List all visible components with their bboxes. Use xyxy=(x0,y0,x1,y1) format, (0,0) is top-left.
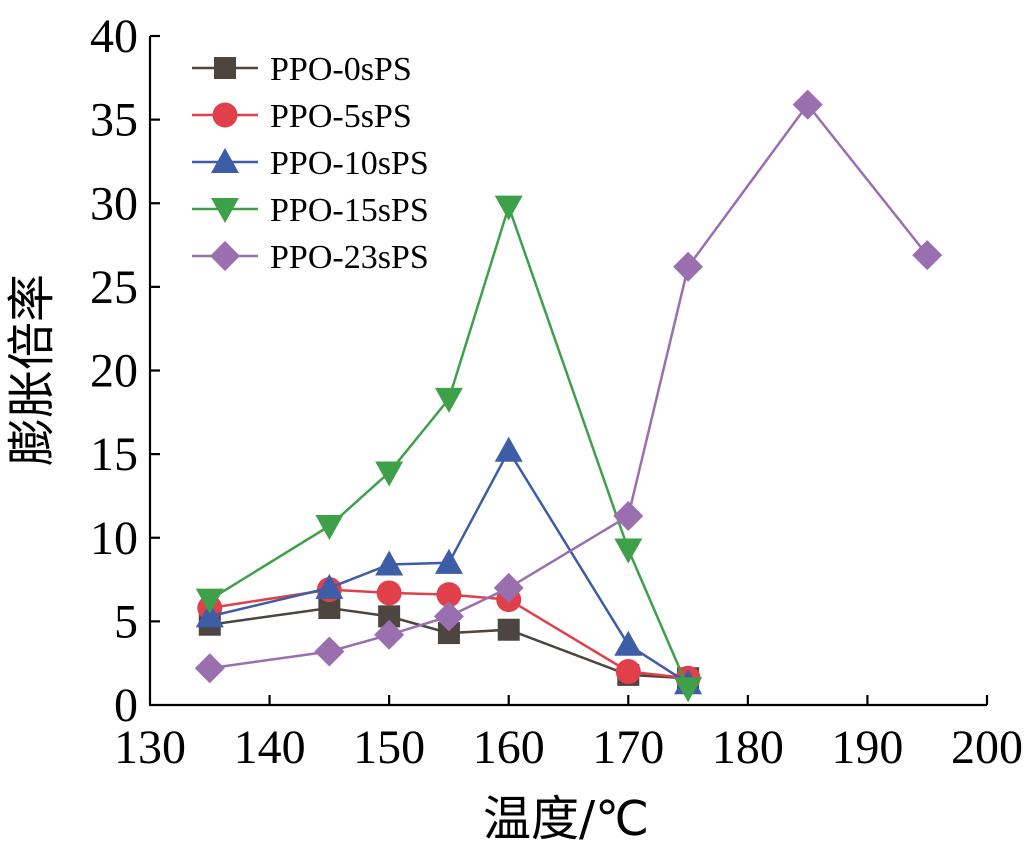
x-tick-label: 130 xyxy=(114,721,186,774)
data-point xyxy=(494,436,523,462)
data-point xyxy=(614,630,643,656)
data-point xyxy=(195,588,224,614)
data-point xyxy=(318,596,341,619)
legend-item: PPO-10sPS xyxy=(192,145,429,182)
legend-marker xyxy=(210,241,240,271)
data-point xyxy=(376,580,402,606)
x-axis-title: 温度/℃ xyxy=(483,791,649,847)
legend: PPO-0sPS PPO-5sPS PPO-10sPS PPO-15sPS PPO-23… xyxy=(192,51,429,276)
data-point xyxy=(315,573,344,599)
data-point xyxy=(614,538,643,564)
legend-item: PPO-0sPS xyxy=(192,51,412,88)
legend-label: PPO-5sPS xyxy=(270,98,412,135)
data-point xyxy=(374,619,405,650)
x-tick-label: 180 xyxy=(712,721,784,774)
legend-marker xyxy=(211,148,239,173)
data-point xyxy=(673,251,704,282)
data-point xyxy=(314,636,345,667)
y-tick-label: 15 xyxy=(90,428,138,481)
y-tick-label: 20 xyxy=(90,345,138,398)
x-tick-label: 150 xyxy=(353,721,425,774)
legend-label: PPO-10sPS xyxy=(270,145,429,182)
x-tick-label: 190 xyxy=(831,721,903,774)
legend-marker xyxy=(212,102,238,128)
data-point xyxy=(375,550,404,576)
series-PPO-15sPS xyxy=(195,195,703,703)
y-tick-label: 10 xyxy=(90,512,138,565)
data-point xyxy=(494,195,523,221)
legend-item: PPO-23sPS xyxy=(192,239,429,276)
y-tick-label: 30 xyxy=(90,177,138,230)
series-line xyxy=(209,102,929,670)
series-layer xyxy=(194,89,943,703)
x-tick-label: 170 xyxy=(592,721,664,774)
data-point xyxy=(613,501,644,532)
y-tick-label: 0 xyxy=(114,679,138,732)
data-point xyxy=(433,601,464,632)
legend-label: PPO-23sPS xyxy=(270,239,429,276)
x-tick-label: 140 xyxy=(234,721,306,774)
legend-marker xyxy=(214,57,236,79)
legend-label: PPO-15sPS xyxy=(270,192,429,229)
data-point xyxy=(497,618,520,641)
legend-item: PPO-5sPS xyxy=(192,98,412,135)
data-point xyxy=(194,653,225,684)
data-point xyxy=(195,602,224,628)
data-point xyxy=(437,622,460,645)
data-point xyxy=(674,677,703,703)
data-point xyxy=(436,582,462,608)
data-point xyxy=(315,515,344,541)
data-point xyxy=(434,387,463,413)
y-tick-label: 5 xyxy=(114,595,138,648)
series-PPO-23sPS xyxy=(194,89,943,684)
y-tick-label: 25 xyxy=(90,261,138,314)
data-point xyxy=(493,572,524,603)
legend-marker xyxy=(211,198,239,223)
y-tick-label: 35 xyxy=(90,94,138,147)
x-tick-label: 200 xyxy=(951,721,1023,774)
series-PPO-10sPS xyxy=(195,436,703,695)
data-point xyxy=(375,461,404,487)
axes: 0 5 10 15 20 25 30 35 40 130 140 150 160 170 180 190 200 xyxy=(90,10,1023,774)
data-point xyxy=(912,240,943,271)
x-tick-label: 160 xyxy=(473,721,545,774)
y-tick-label: 40 xyxy=(90,10,138,63)
y-axis-title: 膨胀倍率 xyxy=(4,274,60,466)
plot-frame xyxy=(148,36,987,707)
data-point xyxy=(434,548,463,574)
data-point xyxy=(378,605,401,628)
legend-item: PPO-15sPS xyxy=(192,192,429,229)
data-point xyxy=(792,89,823,120)
legend-label: PPO-0sPS xyxy=(270,51,412,88)
data-point xyxy=(615,659,641,685)
